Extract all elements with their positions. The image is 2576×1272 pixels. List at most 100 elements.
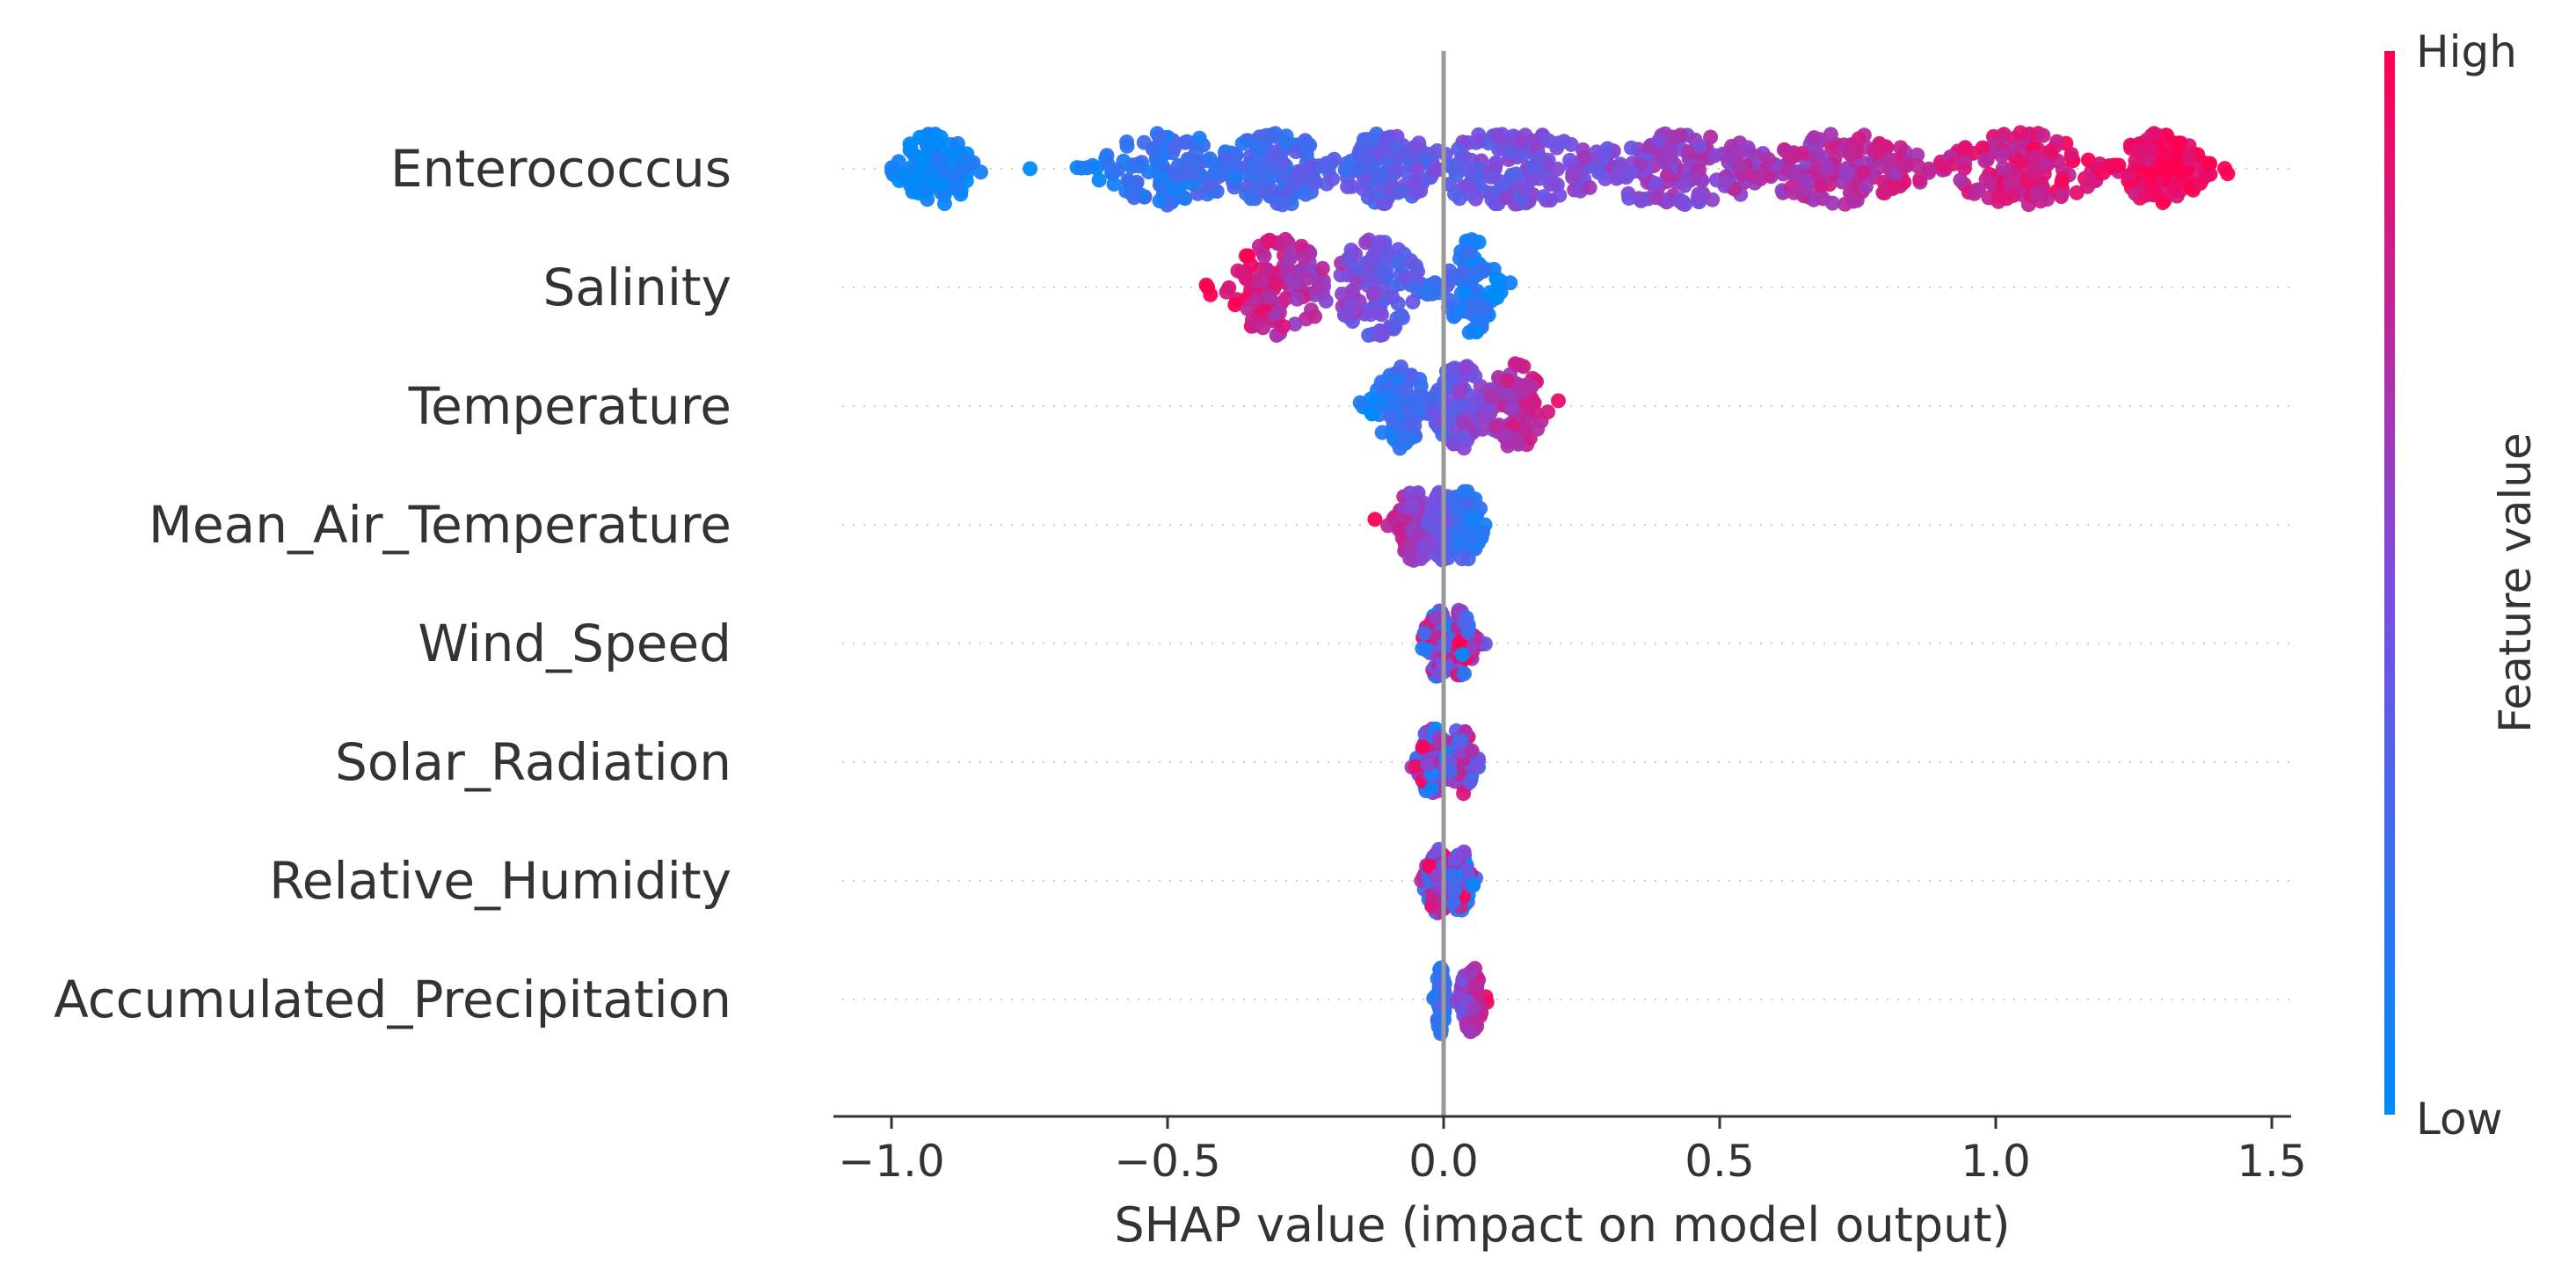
shap-point [1486, 169, 1502, 185]
shap-point [1325, 171, 1341, 187]
shap-point [1287, 316, 1303, 332]
shap-point [1851, 131, 1867, 147]
shap-point [1858, 179, 1874, 194]
shap-point [2035, 127, 2051, 143]
feature-label: Salinity [542, 258, 731, 317]
shap-point [1415, 739, 1430, 755]
x-tick-label: 1.0 [1961, 1136, 2031, 1187]
shap-point [1474, 527, 1489, 543]
shap-point [1727, 142, 1743, 158]
shap-point [1599, 141, 1615, 156]
shap-point [1345, 287, 1361, 303]
shap-point [1410, 161, 1425, 177]
shap-point [1106, 176, 1122, 192]
shap-point [1433, 997, 1449, 1013]
shap-point [1429, 869, 1444, 884]
shap-point [1122, 174, 1137, 190]
shap-point [1776, 142, 1792, 157]
colorbar: High Low Feature value [2384, 26, 2541, 1145]
shap-point [1278, 134, 1294, 150]
shap-point [1456, 786, 1472, 802]
shap-point [2002, 175, 2018, 191]
shap-point [1462, 774, 1478, 789]
shap-point [1473, 260, 1488, 276]
feature-labels: Enterococcus Salinity Temperature Mean_Air_… [54, 139, 731, 1029]
shap-point [2063, 147, 2079, 163]
shap-point [2012, 125, 2028, 141]
shap-point [1466, 999, 1481, 1015]
shap-point [1267, 306, 1283, 322]
shap-point [1411, 135, 1427, 151]
shap-point [1671, 192, 1687, 207]
colorbar-title: Feature value [2490, 432, 2541, 732]
shap-point [929, 150, 945, 166]
shap-point [2146, 126, 2162, 142]
shap-point [1269, 150, 1284, 166]
shap-point [1456, 844, 1472, 860]
shap-point [1651, 133, 1667, 149]
shap-point [1367, 512, 1383, 527]
shap-point [1180, 154, 1196, 170]
shap-point [1379, 260, 1394, 276]
shap-point [1391, 242, 1406, 258]
shap-point [1182, 165, 1198, 181]
shap-point [1429, 610, 1444, 626]
shap-point [1152, 130, 1168, 145]
shap-point [1540, 404, 1556, 420]
shap-point [2181, 151, 2197, 167]
shap-point [1402, 537, 1418, 553]
shap-point [933, 129, 949, 145]
shap-point [1200, 280, 1216, 295]
shap-point [1563, 136, 1579, 152]
shap-point [1167, 140, 1182, 156]
shap-point [2028, 186, 2044, 202]
shap-point [1582, 179, 1597, 195]
shap-point [1503, 400, 1519, 416]
shap-point [951, 164, 967, 180]
shap-point [1731, 158, 1747, 174]
shap-point [1390, 393, 1405, 409]
colorbar-gradient [2384, 51, 2395, 1115]
shap-point [1753, 171, 1768, 186]
shap-point [1375, 166, 1391, 181]
shap-point [1152, 158, 1168, 174]
shap-point [1354, 161, 1369, 177]
shap-point [1470, 161, 1486, 177]
shap-point [1472, 172, 1488, 188]
shap-point [1243, 191, 1259, 207]
shap-point [1502, 144, 1517, 160]
shap-point [1957, 141, 1973, 156]
shap-point [1530, 421, 1546, 437]
shap-point [1248, 292, 1264, 308]
shap-point [1910, 158, 1925, 174]
feature-label: Enterococcus [390, 139, 731, 199]
shap-point [1402, 393, 1417, 409]
shap-point [1393, 149, 1408, 165]
shap-point [1680, 144, 1696, 160]
shap-point [934, 177, 949, 193]
shap-point [1455, 430, 1471, 445]
shap-point [1206, 166, 1222, 182]
shap-point [1289, 291, 1305, 307]
shap-point [1091, 172, 1107, 188]
shap-point [1977, 153, 1993, 169]
shap-point [1314, 260, 1330, 276]
shap-point [1991, 187, 2007, 203]
shap-point [1576, 149, 1592, 165]
shap-point [1455, 265, 1471, 280]
shap-point [1451, 141, 1466, 156]
beeswarm-points [884, 125, 2236, 1042]
shap-point [1500, 438, 1516, 454]
shap-point [1390, 254, 1406, 270]
shap-point [1234, 135, 1250, 151]
shap-point [1845, 193, 1861, 209]
shap-point [1299, 311, 1313, 327]
shap-point [1355, 181, 1371, 197]
shap-point [1896, 157, 1911, 173]
row-gridlines [842, 168, 2291, 1000]
shap-point [1126, 190, 1142, 206]
shap-point [1262, 290, 1277, 305]
shap-point [1460, 243, 1476, 259]
shap-point [1462, 965, 1478, 980]
shap-point [2201, 156, 2217, 172]
